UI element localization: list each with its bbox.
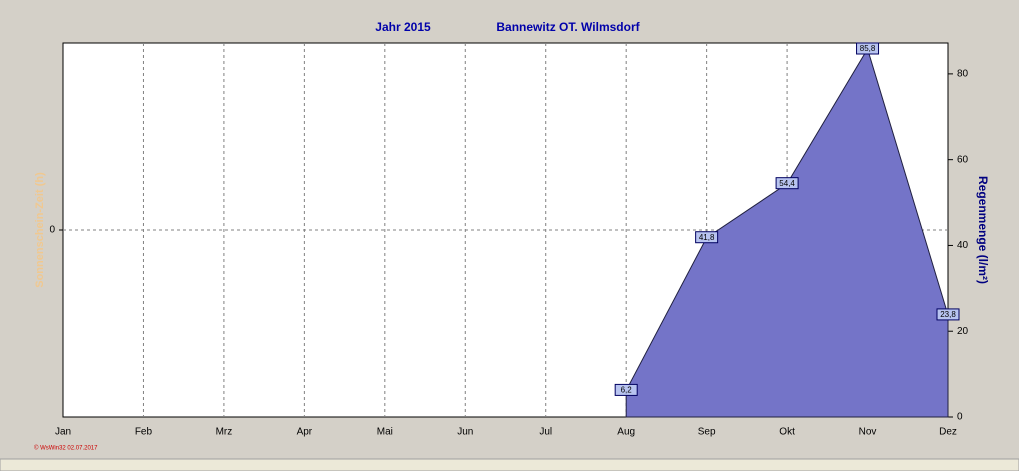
value-label: 6,2	[621, 386, 633, 395]
y2-tick-label: 60	[957, 154, 969, 165]
value-label-box	[614, 383, 638, 396]
x-tick-label: Jan	[55, 427, 71, 438]
y2-tick-label: 40	[957, 240, 969, 251]
x-tick-label: Mai	[377, 427, 393, 438]
chart-title: Jahr 2015	[375, 20, 431, 34]
value-label-box	[936, 308, 960, 321]
value-label-box	[775, 177, 799, 190]
x-tick-label: Jun	[457, 427, 473, 438]
value-label: 23,8	[940, 310, 956, 319]
value-label: 41,8	[699, 233, 715, 242]
value-label-box	[695, 231, 719, 244]
y2-tick-label: 80	[957, 69, 969, 80]
chart-subtitle: Bannewitz OT. Wilmsdorf	[496, 20, 640, 34]
x-tick-label: Okt	[779, 427, 795, 438]
y2-axis-label: Regenmenge (l/m²)	[976, 176, 990, 284]
y-tick-label: 0	[49, 225, 55, 236]
y-axis-label: Sonnenschein-Zeit (h)	[34, 172, 46, 288]
y2-tick-label: 0	[957, 412, 963, 423]
footer: © WsWin32 02.07.2017	[34, 445, 98, 452]
value-label-box	[856, 42, 880, 55]
x-tick-label: Jul	[539, 427, 552, 438]
x-tick-label: Apr	[297, 427, 313, 438]
x-tick-label: Sep	[698, 427, 716, 438]
taskbar	[0, 458, 1019, 471]
value-label: 54,4	[779, 179, 795, 188]
x-tick-label: Dez	[939, 427, 957, 438]
x-tick-label: Aug	[617, 427, 635, 438]
x-tick-label: Mrz	[216, 427, 233, 438]
area	[625, 47, 949, 418]
x-tick-label: Feb	[135, 427, 153, 438]
y2-tick-label: 20	[957, 326, 969, 337]
x-tick-label: Nov	[859, 427, 877, 438]
value-label: 85,8	[860, 44, 876, 53]
